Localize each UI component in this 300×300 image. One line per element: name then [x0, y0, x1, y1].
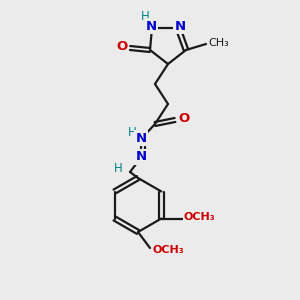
Text: N: N [146, 20, 157, 32]
Text: CH₃: CH₃ [208, 38, 230, 48]
Text: N: N [135, 131, 147, 145]
Text: H: H [114, 161, 122, 175]
Text: N: N [135, 151, 147, 164]
Text: N: N [174, 20, 186, 32]
Text: H: H [128, 125, 136, 139]
Text: OCH₃: OCH₃ [184, 212, 215, 223]
Text: O: O [178, 112, 190, 125]
Text: H: H [141, 11, 149, 23]
Text: O: O [116, 40, 128, 53]
Text: OCH₃: OCH₃ [152, 245, 184, 255]
